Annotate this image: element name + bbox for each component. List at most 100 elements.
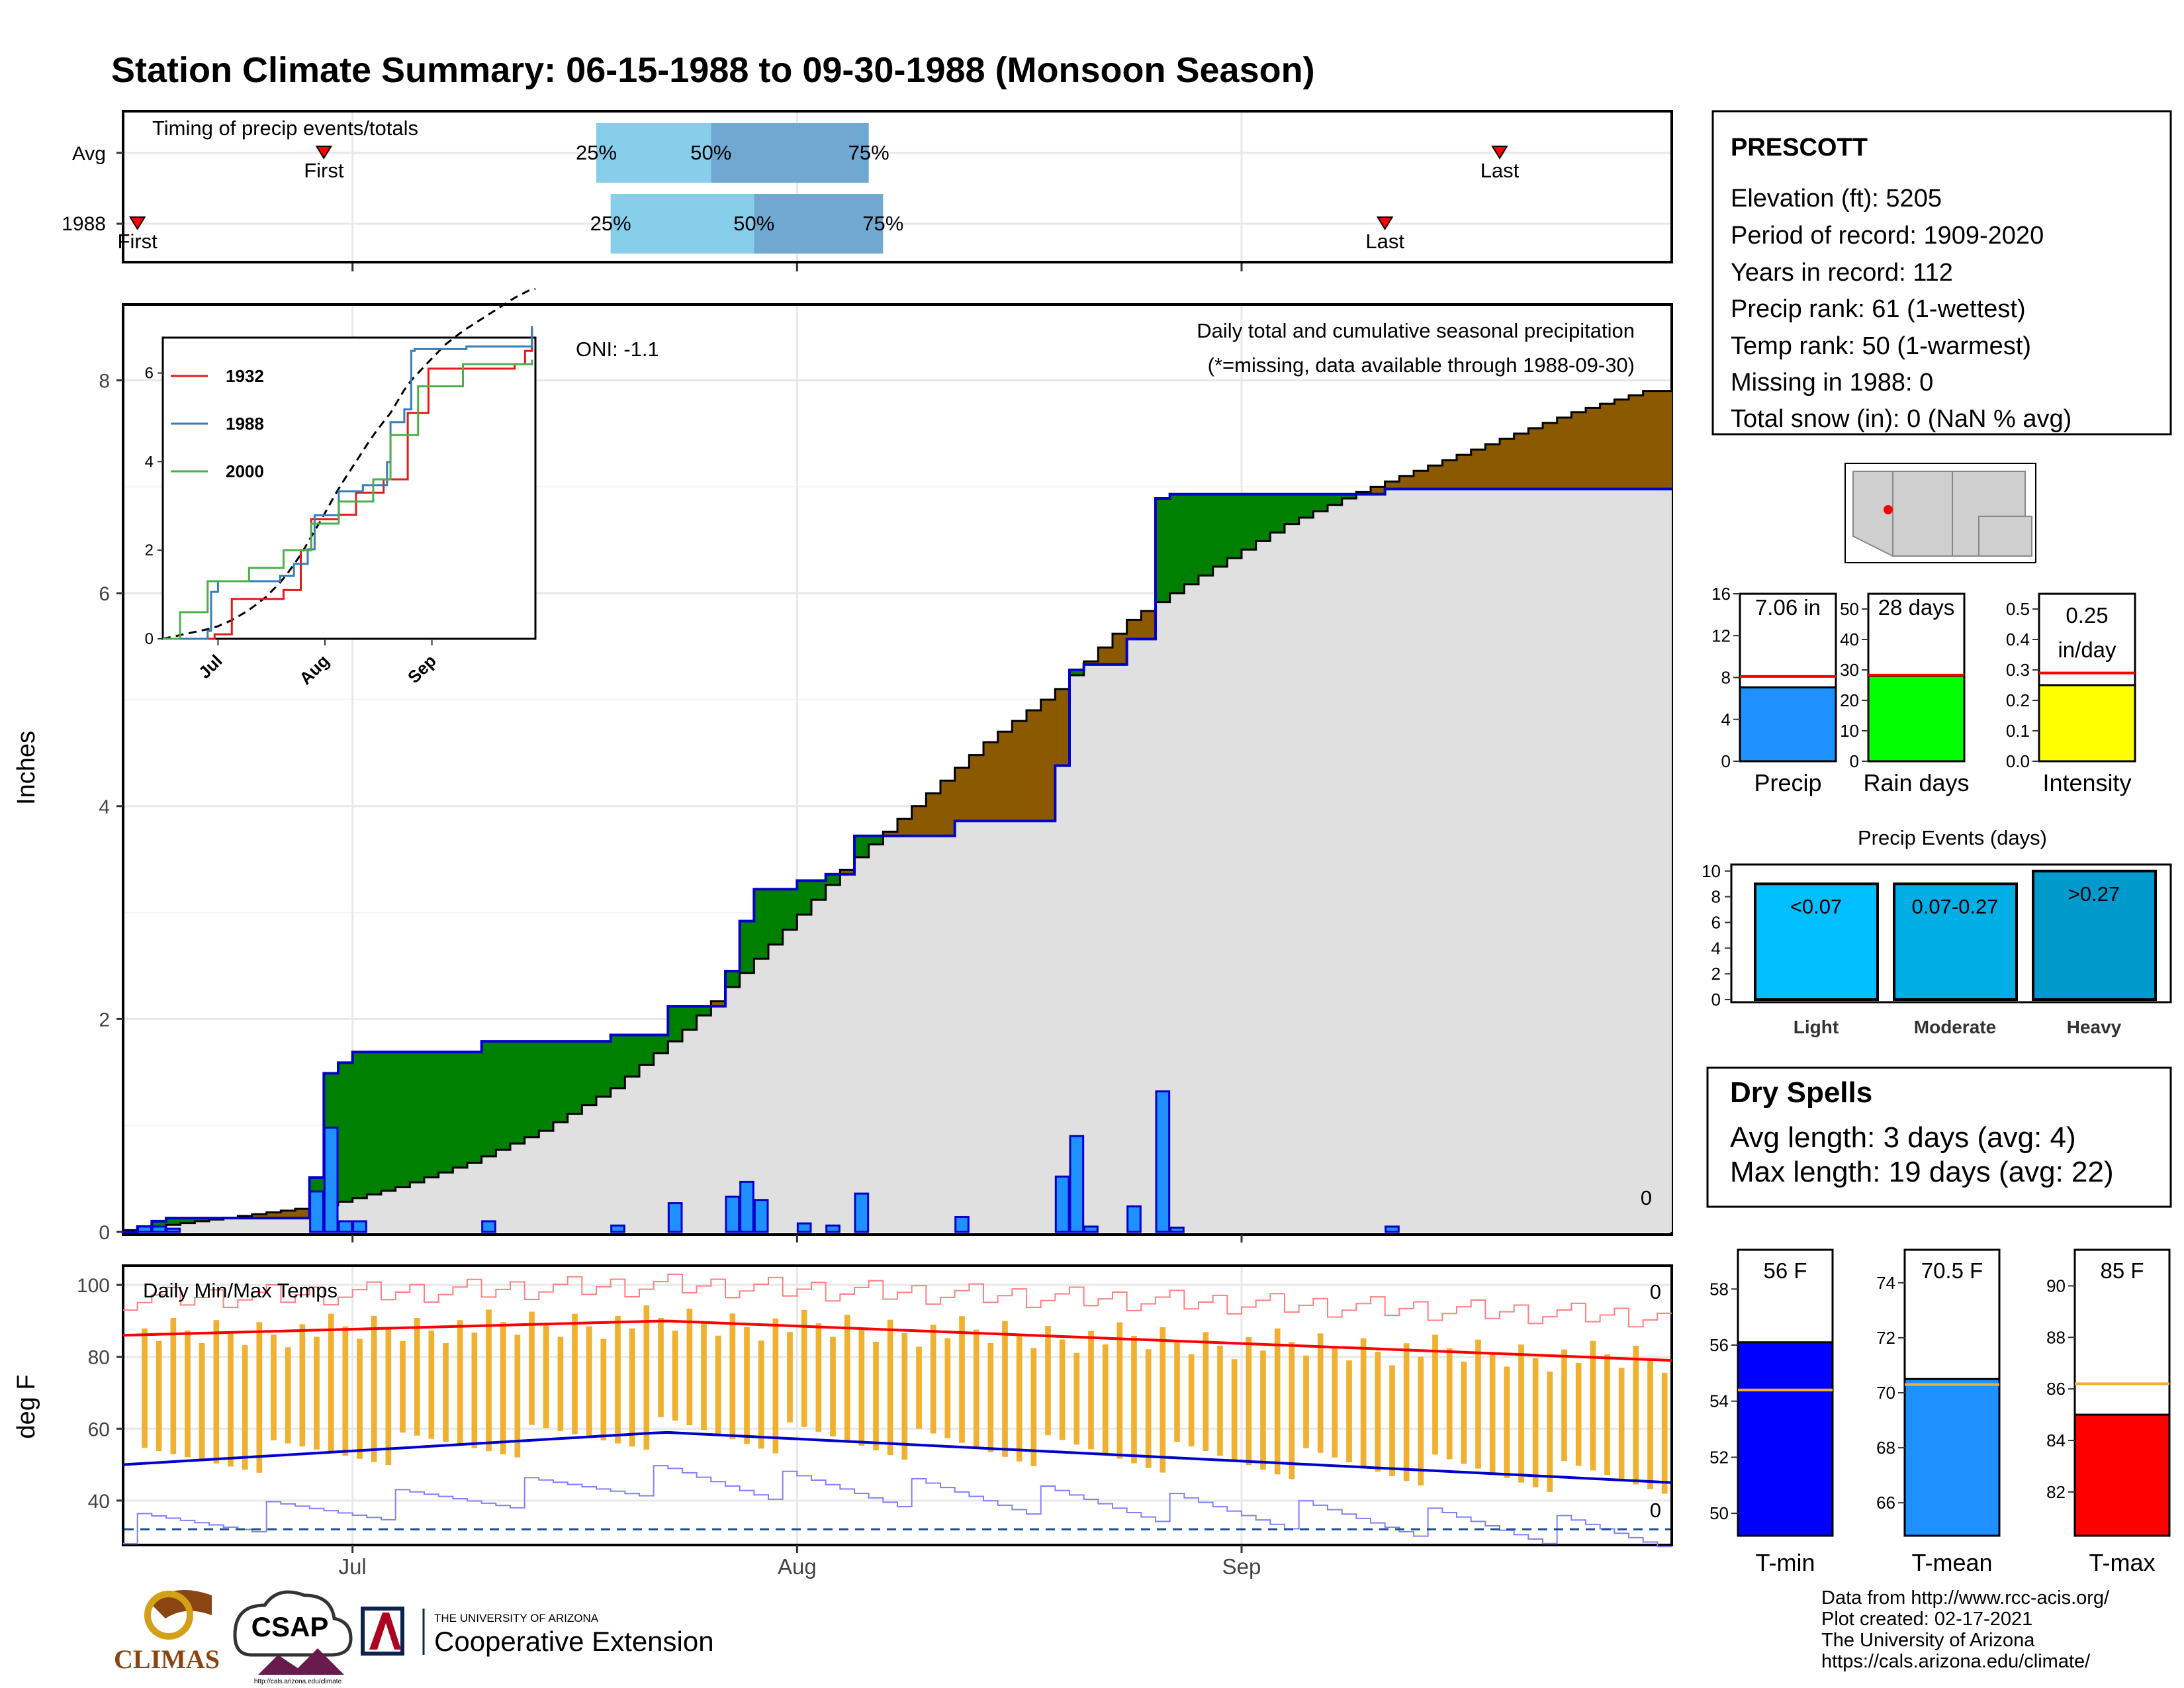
- temp-y-tick-label: 60: [88, 1419, 110, 1440]
- last-event-label: Last: [1480, 159, 1520, 182]
- temp-bar-tick-label: 68: [1876, 1438, 1895, 1458]
- daily-precip-bar: [1083, 1225, 1099, 1233]
- daily-temp-bar: [1116, 1322, 1123, 1459]
- deficit-segment: [997, 731, 1013, 821]
- daily-temp-bar: [772, 1318, 779, 1454]
- deficit-segment: [883, 831, 898, 836]
- daily-precip-bar: [1155, 1090, 1171, 1233]
- deficit-segment: [1557, 417, 1572, 489]
- climas-logo-text: CLIMAS: [114, 1644, 220, 1674]
- mini-bar-tick-label: 0.1: [2006, 721, 2030, 741]
- mini-bar-label: Rain days: [1863, 769, 1969, 796]
- temp-panel: 40 60 80 100 Daily Min/Max Temps 0 0 deg F: [13, 1264, 1673, 1548]
- deficit-segment: [295, 1209, 310, 1219]
- daily-temp-bar: [543, 1324, 549, 1429]
- daily-temp-bar: [1231, 1359, 1238, 1461]
- ua-big-text: Cooperative Extension: [434, 1626, 714, 1657]
- daily-temp-bar: [443, 1342, 449, 1442]
- surplus-segment: [367, 1052, 382, 1195]
- temp-bar-tick-label: 50: [1709, 1503, 1729, 1523]
- daily-temp-bar: [457, 1320, 463, 1445]
- surplus-segment: [510, 1041, 525, 1144]
- date-x-tick-label: Sep: [1222, 1554, 1261, 1579]
- timing-row-label-avg: Avg: [72, 143, 106, 165]
- daily-temp-bar: [1145, 1349, 1152, 1468]
- daily-precip-bar: [481, 1220, 496, 1233]
- temp-min-missing: 0: [1650, 1499, 1661, 1522]
- mini-bar-value-label: 28 days: [1878, 595, 1955, 620]
- events-y-tick-label: 2: [1711, 964, 1721, 984]
- deficit-segment: [911, 806, 927, 836]
- station-location-marker: [1884, 505, 1893, 514]
- surplus-segment: [481, 1041, 496, 1156]
- inset-legend-label: 2000: [226, 461, 264, 481]
- mini-bar-value-label: 7.06 in: [1755, 595, 1821, 620]
- precip-missing-note: (*=missing, data available through 1988-…: [1208, 353, 1635, 377]
- figure-title: Station Climate Summary: 06-15-1988 to 0…: [111, 50, 1315, 90]
- daily-precip-bar: [854, 1192, 870, 1233]
- daily-temp-bar: [529, 1311, 535, 1425]
- daily-temp-bar: [1303, 1355, 1309, 1448]
- daily-precip-bar: [610, 1224, 625, 1233]
- temp-y-tick-label: 80: [88, 1347, 110, 1369]
- surplus-segment: [195, 1218, 210, 1221]
- daily-temp-bar: [314, 1336, 320, 1450]
- surplus-segment: [410, 1052, 425, 1183]
- date-x-tick-label: Aug: [778, 1554, 817, 1579]
- daily-temp-bar: [1346, 1360, 1352, 1462]
- surplus-segment: [1227, 494, 1242, 559]
- inset-legend-label: 1988: [226, 414, 264, 434]
- mini-bar-tick-label: 10: [1840, 721, 1859, 741]
- events-bar: [1893, 882, 2018, 1001]
- mini-bar-tick-label: 0.0: [2006, 751, 2030, 771]
- daily-temp-bar: [801, 1309, 807, 1427]
- surplus-segment: [1184, 494, 1199, 585]
- daily-temp-bar: [514, 1335, 521, 1458]
- surplus-segment: [868, 835, 884, 845]
- surplus-segment: [682, 1006, 698, 1030]
- temp-max-missing: 0: [1650, 1280, 1661, 1303]
- daily-precip-bar: [323, 1126, 339, 1233]
- inset-series-2000: [163, 359, 533, 640]
- daily-temp-bar: [1332, 1346, 1338, 1458]
- daily-temp-bar: [1045, 1326, 1051, 1436]
- deficit-segment: [1414, 471, 1429, 489]
- daily-temp-bar: [500, 1322, 506, 1454]
- mini-bar-tick-label: 40: [1840, 630, 1859, 649]
- q25-label: 25%: [590, 212, 631, 235]
- surplus-segment: [424, 1052, 439, 1178]
- precip-y-tick-label: 0: [99, 1222, 110, 1244]
- daily-temp-bar: [887, 1319, 893, 1456]
- deficit-segment: [1629, 395, 1644, 489]
- daily-temp-bar: [371, 1315, 377, 1462]
- daily-precip-bar: [1385, 1225, 1400, 1233]
- daily-precip-bar: [1054, 1175, 1070, 1233]
- daily-temp-bar: [1532, 1358, 1539, 1487]
- surplus-segment: [754, 889, 769, 959]
- surplus-segment: [438, 1052, 453, 1173]
- surplus-segment: [1156, 498, 1171, 602]
- oni-label: ONI: -1.1: [576, 338, 659, 361]
- mini-bar-label: Precip: [1754, 769, 1821, 796]
- mini-bar-tick-label: 20: [1840, 690, 1859, 710]
- footer-line-2: Plot created: 02-17-2021: [1821, 1609, 2032, 1630]
- temp-bar-value-label: 85 F: [2100, 1258, 2144, 1283]
- daily-precip-bar: [753, 1199, 769, 1233]
- daily-temp-bar: [256, 1322, 263, 1473]
- daily-temp-bar: [1203, 1332, 1209, 1452]
- avg-max-temp-line: [122, 1319, 1672, 1362]
- surplus-segment: [1270, 494, 1285, 533]
- daily-temp-bar: [873, 1342, 879, 1451]
- mini-bar-tick-label: 30: [1840, 660, 1859, 680]
- daily-precip-bar: [338, 1220, 353, 1233]
- mini-bar-tick-label: 0.3: [2006, 660, 2030, 680]
- mini-bar-tick-label: 12: [1711, 626, 1731, 645]
- avg-cumulative-line: [123, 390, 1672, 1231]
- daily-precip-bar: [725, 1196, 741, 1233]
- mini-bar-label: Intensity: [2042, 769, 2131, 796]
- daily-temp-bar: [1260, 1350, 1266, 1470]
- daily-temp-bar: [142, 1328, 148, 1448]
- mini-bar-value: [2038, 684, 2136, 763]
- daily-temp-bar: [199, 1342, 205, 1461]
- surplus-segment: [725, 971, 741, 988]
